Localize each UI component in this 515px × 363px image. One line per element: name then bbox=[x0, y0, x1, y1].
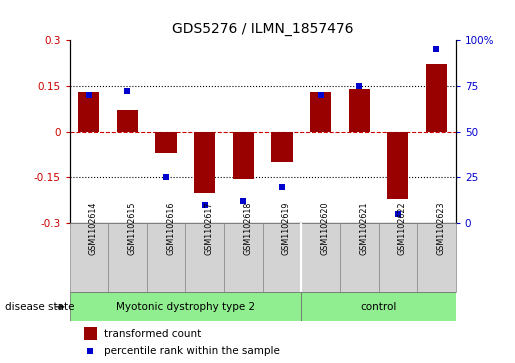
Bar bbox=[194, 132, 215, 193]
Bar bbox=[156, 132, 177, 153]
Point bbox=[239, 198, 247, 204]
Text: Myotonic dystrophy type 2: Myotonic dystrophy type 2 bbox=[116, 302, 255, 312]
Bar bbox=[117, 110, 138, 132]
Point bbox=[393, 211, 402, 217]
Bar bbox=[271, 132, 293, 162]
Point bbox=[355, 83, 363, 89]
Point bbox=[432, 46, 440, 52]
Bar bbox=[301, 292, 456, 321]
Text: control: control bbox=[360, 302, 397, 312]
Text: GSM1102618: GSM1102618 bbox=[243, 201, 252, 255]
Point bbox=[316, 92, 324, 98]
Bar bbox=[426, 64, 447, 132]
Bar bbox=[417, 223, 456, 292]
Point bbox=[278, 184, 286, 189]
Text: GSM1102623: GSM1102623 bbox=[436, 201, 445, 255]
Text: percentile rank within the sample: percentile rank within the sample bbox=[104, 346, 280, 356]
Bar bbox=[301, 223, 340, 292]
Bar bbox=[310, 92, 331, 132]
Bar bbox=[70, 292, 301, 321]
Text: GSM1102617: GSM1102617 bbox=[205, 201, 214, 255]
Bar bbox=[70, 223, 108, 292]
Text: GSM1102616: GSM1102616 bbox=[166, 201, 175, 255]
Text: GSM1102615: GSM1102615 bbox=[128, 201, 136, 255]
Text: GSM1102622: GSM1102622 bbox=[398, 201, 407, 255]
Text: GSM1102619: GSM1102619 bbox=[282, 201, 291, 255]
Bar bbox=[83, 327, 97, 340]
Text: GSM1102620: GSM1102620 bbox=[320, 201, 330, 255]
Title: GDS5276 / ILMN_1857476: GDS5276 / ILMN_1857476 bbox=[172, 22, 353, 36]
Bar bbox=[147, 223, 185, 292]
Point bbox=[162, 175, 170, 180]
Point bbox=[201, 202, 209, 208]
Bar bbox=[224, 223, 263, 292]
Point bbox=[86, 348, 94, 354]
Bar bbox=[340, 223, 379, 292]
Bar bbox=[78, 92, 99, 132]
Bar bbox=[387, 132, 408, 199]
Bar bbox=[185, 223, 224, 292]
Bar bbox=[349, 89, 370, 132]
Text: GSM1102614: GSM1102614 bbox=[89, 201, 98, 255]
Text: transformed count: transformed count bbox=[104, 329, 201, 339]
Bar bbox=[233, 132, 254, 179]
Text: GSM1102621: GSM1102621 bbox=[359, 201, 368, 255]
Point bbox=[84, 92, 93, 98]
Bar bbox=[379, 223, 417, 292]
Bar bbox=[263, 223, 301, 292]
Point bbox=[124, 88, 132, 94]
Text: disease state: disease state bbox=[5, 302, 75, 312]
Bar bbox=[108, 223, 147, 292]
